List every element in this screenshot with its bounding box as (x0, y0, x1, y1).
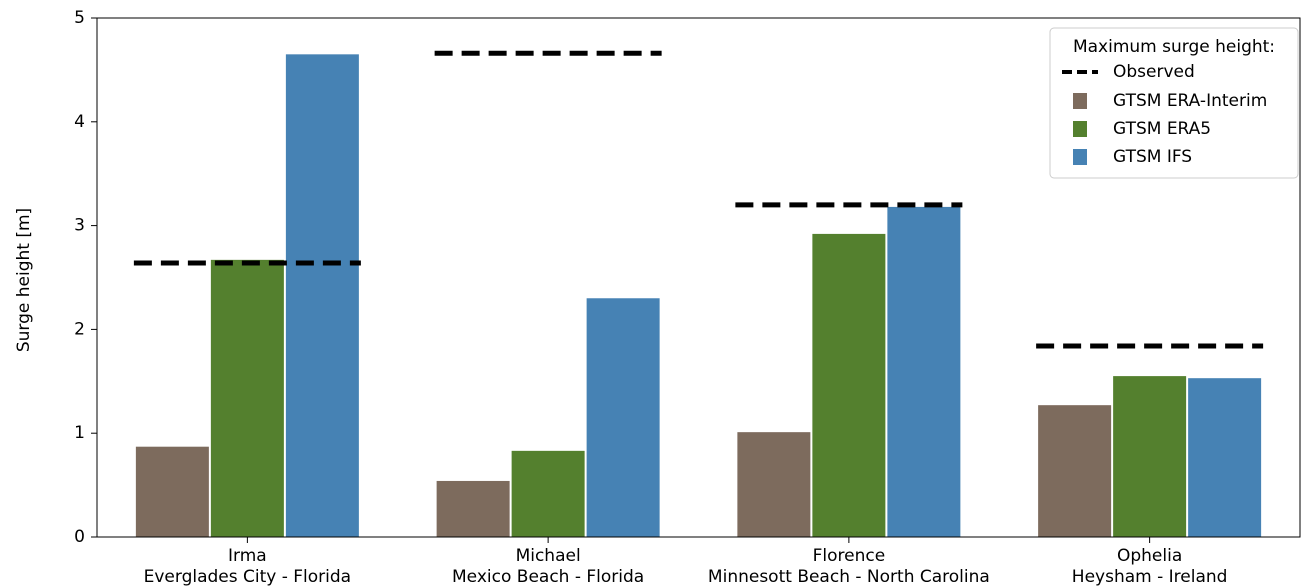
legend-label: GTSM ERA5 (1113, 119, 1211, 139)
plot-area (96, 17, 1301, 538)
legend-label: GTSM IFS (1113, 147, 1192, 167)
x-tick-label-location: Minnesott Beach - North Carolina (708, 567, 990, 587)
y-tick-label: 3 (74, 216, 85, 236)
y-axis-title: Surge height [m] (14, 208, 34, 352)
bar-gtsm-era5-irma (210, 259, 284, 537)
legend-swatch (1073, 121, 1087, 137)
bar-gtsm-era5-michael (511, 450, 585, 537)
x-tick-label-storm: Michael (516, 546, 581, 566)
legend-title: Maximum surge height: (1073, 37, 1275, 57)
bar-gtsm-era-interim-florence (737, 432, 811, 537)
y-axis: 0 1 2 3 4 5 (74, 8, 97, 547)
y-tick-label: 5 (74, 8, 85, 28)
y-tick-label: 0 (74, 527, 85, 547)
legend-label: GTSM ERA-Interim (1113, 91, 1267, 111)
y-tick-label: 2 (74, 319, 85, 339)
y-tick-label: 1 (74, 423, 85, 443)
x-tick-label-storm: Ophelia (1117, 546, 1182, 566)
bar-gtsm-era-interim-ophelia (1038, 405, 1112, 537)
legend: Maximum surge height: Observed GTSM ERA-I… (1049, 27, 1299, 179)
plot-frame (96, 17, 1301, 538)
bar-gtsm-ifs-michael (586, 298, 660, 537)
y-tick-label: 4 (74, 112, 85, 132)
bar-gtsm-ifs-irma (285, 54, 359, 538)
bar-gtsm-ifs-ophelia (1188, 378, 1262, 537)
bar-gtsm-era-interim-irma (135, 446, 209, 537)
x-tick-label-location: Heysham - Ireland (1072, 567, 1228, 587)
bar-gtsm-era-interim-michael (436, 480, 510, 537)
x-tick-label-storm: Florence (813, 546, 886, 566)
x-tick-label-location: Everglades City - Florida (144, 567, 351, 587)
legend-frame (1049, 27, 1299, 179)
x-tick-label-storm: Irma (228, 546, 267, 566)
x-tick-label-location: Mexico Beach - Florida (452, 567, 644, 587)
bar-gtsm-era5-florence (812, 233, 886, 538)
legend-label-observed: Observed (1113, 62, 1195, 82)
legend-items: Observed GTSM ERA-Interim GTSM ERA5 GTSM IF… (1062, 62, 1267, 167)
bar-gtsm-era5-ophelia (1113, 376, 1187, 537)
legend-swatch (1073, 149, 1087, 165)
bar-gtsm-ifs-florence (887, 206, 961, 537)
legend-swatch (1073, 93, 1087, 109)
